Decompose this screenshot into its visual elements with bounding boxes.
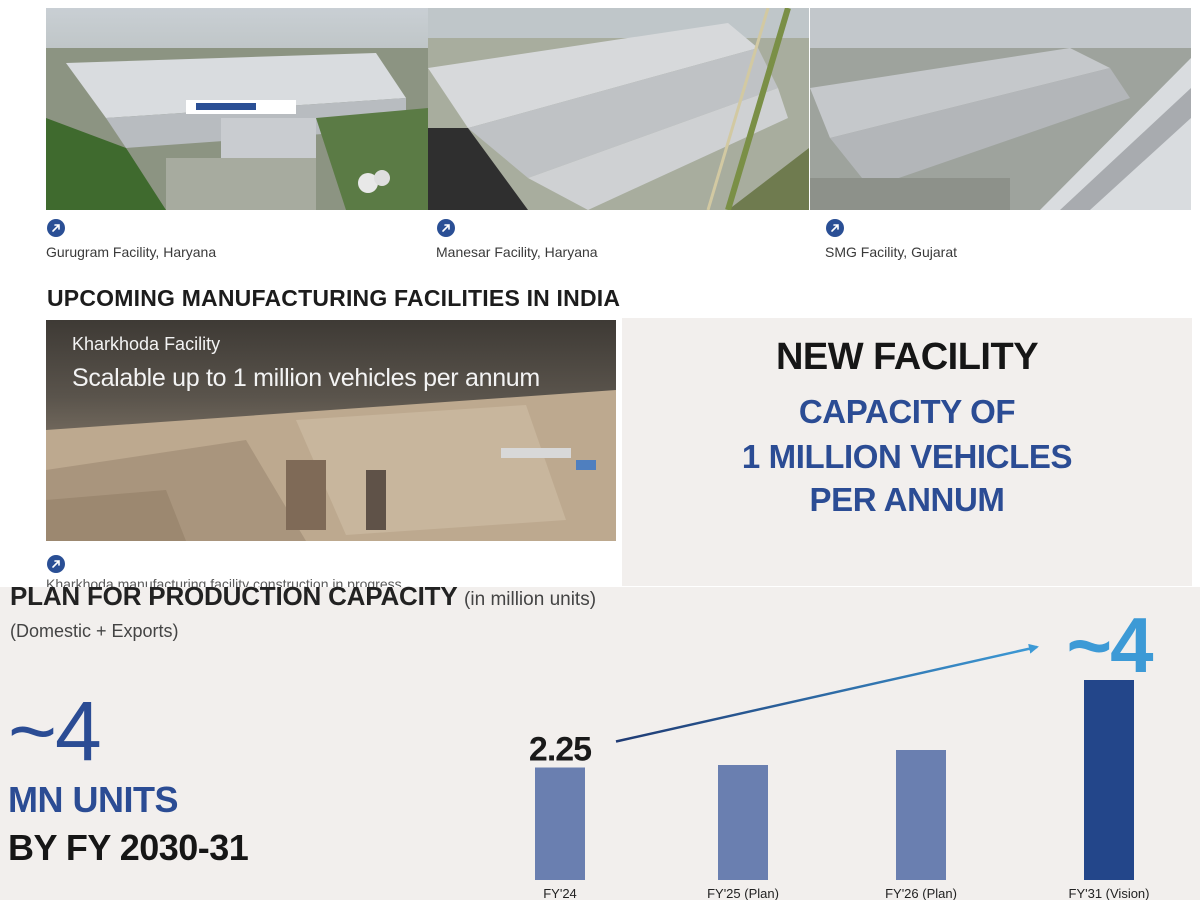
capacity-bar-chart-svg: FY'24 FY'25 (Plan) FY'26 (Plan) FY'31 (Visi… xyxy=(529,601,1155,900)
smg-caption: SMG Facility, Gujarat xyxy=(825,244,957,260)
upcoming-heading: UPCOMING MANUFACTURING FACILITIES IN IND… xyxy=(47,285,621,311)
bar-1 xyxy=(718,765,768,880)
capacity-line-3: PER ANNUM xyxy=(809,481,1005,518)
smg-facility-photo xyxy=(810,8,1191,210)
x-tick-label: FY'24 xyxy=(543,886,577,900)
arrow-up-right-icon[interactable] xyxy=(47,555,65,573)
arrow-up-right-icon[interactable] xyxy=(437,219,455,237)
growth-arrow xyxy=(615,643,1039,743)
big-capacity-value: ~4 xyxy=(8,684,102,778)
gurugram-facility-photo xyxy=(46,8,428,210)
bar-2 xyxy=(896,750,946,880)
capacity-line-2: 1 MILLION VEHICLES xyxy=(741,438,1073,475)
kharkhoda-caption: Kharkhoda manufacturing facility constru… xyxy=(46,577,402,587)
plan-unit: (in million units) xyxy=(464,589,597,610)
big-target-year: BY FY 2030-31 xyxy=(8,827,249,868)
data-label-fy31: ~4 xyxy=(1067,601,1154,689)
plan-title: PLAN FOR PRODUCTION CAPACITY (in million… xyxy=(10,581,596,612)
plan-subtitle: (Domestic + Exports) xyxy=(10,621,179,641)
manesar-caption: Manesar Facility, Haryana xyxy=(436,244,598,260)
kharkhoda-subtitle: Scalable up to 1 million vehicles per an… xyxy=(72,364,540,392)
bar-0 xyxy=(535,767,585,880)
arrow-up-right-icon[interactable] xyxy=(826,219,844,237)
production-capacity-panel: PLAN FOR PRODUCTION CAPACITY (in million… xyxy=(0,581,1200,900)
plan-title-text: PLAN FOR PRODUCTION CAPACITY xyxy=(10,581,458,611)
x-tick-label: FY'25 (Plan) xyxy=(707,886,779,900)
gurugram-caption: Gurugram Facility, Haryana xyxy=(46,244,217,260)
kharkhoda-title: Kharkhoda Facility xyxy=(72,334,221,354)
data-label-fy24: 2.25 xyxy=(529,731,591,769)
capacity-bar-chart: FY'24 FY'25 (Plan) FY'26 (Plan) FY'31 (Visi… xyxy=(500,587,1200,900)
new-facility-title: NEW FACILITY xyxy=(775,336,1039,378)
manesar-facility-photo xyxy=(428,8,809,210)
big-units-label: MN UNITS xyxy=(8,779,179,820)
kharkhoda-facility-photo: Kharkhoda Facility Scalable up to 1 mill… xyxy=(46,320,616,541)
x-tick-label: FY'26 (Plan) xyxy=(885,886,957,900)
x-tick-label: FY'31 (Vision) xyxy=(1069,886,1150,900)
arrow-up-right-icon[interactable] xyxy=(47,219,65,237)
new-facility-panel: NEW FACILITY CAPACITY OF 1 MILLION VEHIC… xyxy=(622,318,1192,586)
bar-3 xyxy=(1084,680,1134,880)
capacity-line-1: CAPACITY OF xyxy=(798,393,1016,430)
